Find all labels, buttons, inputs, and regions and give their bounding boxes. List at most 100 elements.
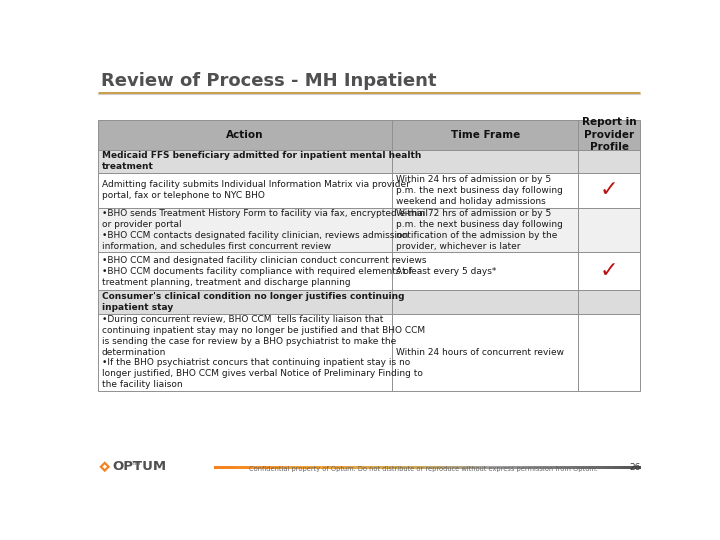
Bar (342, 466, 348, 469)
Bar (433, 466, 438, 469)
Text: Admitting facility submits Individual Information Matrix via provider
portal, fa: Admitting facility submits Individual In… (102, 180, 410, 200)
Bar (273, 466, 279, 469)
Bar (225, 466, 230, 469)
Bar (278, 466, 284, 469)
Bar (289, 466, 294, 469)
Bar (603, 466, 608, 469)
Bar (576, 466, 582, 469)
Bar (475, 466, 481, 469)
Text: ✓: ✓ (600, 180, 618, 200)
Bar (438, 466, 444, 469)
Bar (98, 314, 640, 390)
Bar (331, 466, 337, 469)
Bar (480, 466, 486, 469)
Bar (587, 466, 593, 469)
Bar (555, 466, 561, 469)
Bar (629, 466, 635, 469)
Bar (406, 466, 412, 469)
Bar (98, 120, 640, 150)
Bar (336, 466, 342, 469)
Text: Report in
Provider
Profile: Report in Provider Profile (582, 118, 636, 152)
Bar (469, 466, 475, 469)
Bar (528, 466, 534, 469)
Bar (416, 466, 422, 469)
Bar (98, 291, 640, 314)
Bar (496, 466, 502, 469)
Bar (369, 466, 374, 469)
Bar (230, 466, 235, 469)
Bar (566, 466, 572, 469)
Text: Within 24 hrs of admission or by 5
p.m. the next business day following
weekend : Within 24 hrs of admission or by 5 p.m. … (396, 175, 563, 206)
Bar (390, 466, 395, 469)
Bar (235, 466, 241, 469)
Bar (571, 466, 577, 469)
Bar (267, 466, 273, 469)
Text: Within 24 hours of concurrent review: Within 24 hours of concurrent review (396, 348, 564, 356)
Bar (635, 466, 641, 469)
Bar (513, 466, 518, 469)
Bar (98, 150, 640, 173)
Bar (320, 466, 326, 469)
Bar (507, 466, 513, 469)
Bar (598, 466, 603, 469)
Bar (608, 466, 614, 469)
Text: Confidential property of Optum. Do not distribute or reproduce without express p: Confidential property of Optum. Do not d… (249, 466, 598, 472)
Bar (523, 466, 528, 469)
Text: Consumer's clinical condition no longer justifies continuing
inpatient stay: Consumer's clinical condition no longer … (102, 292, 404, 312)
Bar (459, 466, 465, 469)
Bar (251, 466, 257, 469)
Bar (486, 466, 492, 469)
Text: •BHO CCM and designated facility clinician conduct concurrent reviews
•BHO CCM d: •BHO CCM and designated facility clinici… (102, 256, 426, 287)
Bar (358, 466, 364, 469)
Bar (582, 466, 588, 469)
Bar (294, 466, 300, 469)
Text: •BHO sends Treatment History Form to facility via fax, encrypted e-mail
or provi: •BHO sends Treatment History Form to fac… (102, 209, 428, 251)
Bar (518, 466, 523, 469)
Bar (534, 466, 539, 469)
Bar (619, 466, 625, 469)
Bar (246, 466, 252, 469)
Text: At least every 5 days*: At least every 5 days* (396, 267, 497, 275)
Bar (363, 466, 369, 469)
Bar (464, 466, 470, 469)
Bar (491, 466, 497, 469)
Bar (613, 466, 619, 469)
Polygon shape (99, 461, 110, 472)
Text: 26: 26 (629, 463, 640, 472)
Text: Medicaid FFS beneficiary admitted for inpatient mental health
treatment: Medicaid FFS beneficiary admitted for in… (102, 151, 421, 171)
Bar (374, 466, 379, 469)
Text: Action: Action (226, 130, 264, 140)
Bar (560, 466, 566, 469)
Text: TM: TM (132, 461, 141, 466)
Bar (214, 466, 220, 469)
Bar (310, 466, 315, 469)
Bar (502, 466, 508, 469)
Bar (384, 466, 390, 469)
Text: Review of Process - MH Inpatient: Review of Process - MH Inpatient (101, 72, 436, 91)
Bar (379, 466, 385, 469)
Bar (326, 466, 332, 469)
Text: OPTUM: OPTUM (112, 460, 166, 473)
Bar (98, 173, 640, 208)
Bar (315, 466, 321, 469)
Bar (283, 466, 289, 469)
Bar (454, 466, 459, 469)
Bar (544, 466, 550, 469)
Bar (220, 466, 225, 469)
Bar (256, 466, 262, 469)
Text: ✓: ✓ (600, 261, 618, 281)
Bar (539, 466, 545, 469)
Bar (549, 466, 555, 469)
Bar (400, 466, 406, 469)
Polygon shape (102, 464, 107, 469)
Bar (353, 466, 359, 469)
Bar (411, 466, 417, 469)
Bar (422, 466, 428, 469)
Text: •During concurrent review, BHO CCM  tells facility liaison that
continuing inpat: •During concurrent review, BHO CCM tells… (102, 315, 425, 389)
Bar (624, 466, 630, 469)
Bar (593, 466, 598, 469)
Bar (427, 466, 433, 469)
Bar (449, 466, 454, 469)
Bar (347, 466, 353, 469)
Bar (443, 466, 449, 469)
